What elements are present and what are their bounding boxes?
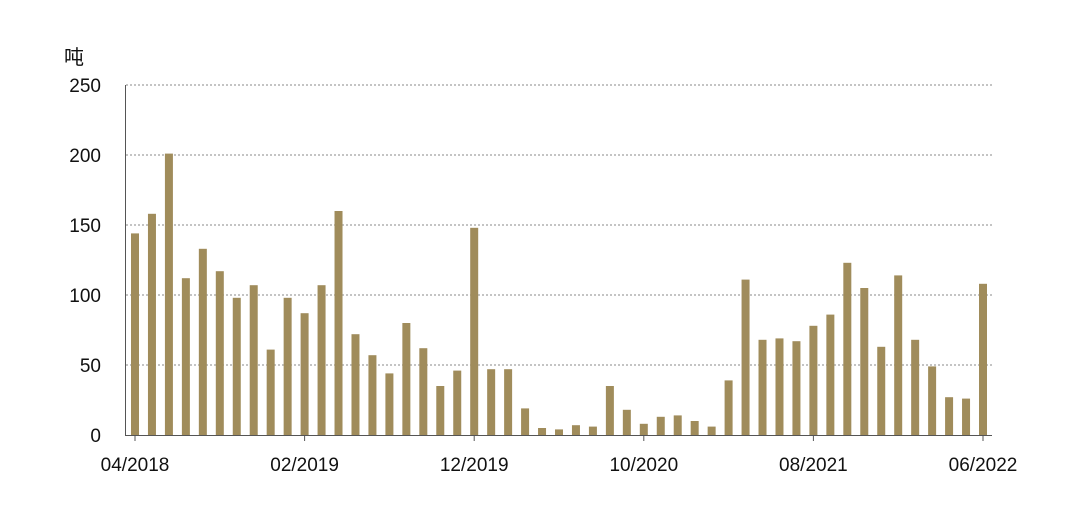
bar-12-2020 [673,415,682,435]
bar-06-2022 [979,283,987,435]
x-tick-label: 06/2022 [949,455,1018,476]
bar-02-2020 [504,369,513,435]
bars [131,153,987,435]
bar-11-2020 [656,416,665,435]
x-tick-label: 04/2018 [101,455,170,476]
x-tick-label: 10/2020 [609,455,678,476]
bar-01-2022 [894,275,903,435]
bar-07-2020 [588,426,597,435]
y-tick-labels: 0 50 100 150 200 250 [69,76,101,447]
bar-04-2021 [741,279,750,435]
bar-06-2019 [368,355,377,435]
bar-10-2018 [232,297,241,435]
bar-11-2018 [249,285,258,435]
bar-09-2020 [622,409,631,435]
bar-07-2019 [385,373,394,435]
bar-08-2019 [402,323,411,435]
bar-05-2022 [962,398,971,435]
y-tick-label: 50 [80,356,101,377]
bar-05-2021 [758,339,767,435]
y-tick-label: 200 [69,146,101,167]
bar-03-2022 [928,366,937,435]
bar-09-2021 [826,314,835,435]
y-axis-unit-label: 吨 [64,45,84,69]
bar-05-2020 [555,429,563,435]
bar-12-2018 [266,349,275,435]
bar-07-2021 [792,341,801,435]
bar-12-2021 [877,346,886,435]
bar-11-2019 [453,370,462,435]
bar-07-2018 [181,278,190,435]
bar-12-2019 [470,227,479,435]
bar-03-2021 [724,380,733,435]
bar-08-2020 [605,386,614,435]
x-tick-labels: 04/2018 02/2019 12/2019 10/2020 08/2021 06/20… [101,435,1018,476]
bar-10-2021 [843,262,852,435]
bar-04-2018 [131,233,139,435]
x-tick-label: 02/2019 [270,455,339,476]
bar-04-2019 [334,211,343,435]
bar-04-2022 [945,397,954,435]
bar-01-2019 [283,297,292,435]
bar-02-2021 [707,426,716,435]
y-tick-label: 0 [90,426,101,447]
x-tick-label: 12/2019 [440,455,509,476]
bar-02-2022 [911,339,920,435]
bar-05-2018 [147,213,156,435]
bar-03-2020 [521,408,530,435]
y-tick-label: 100 [69,286,101,307]
bar-09-2018 [215,271,224,435]
bar-11-2021 [860,288,869,435]
bar-05-2019 [351,334,360,435]
y-tick-label: 250 [69,76,101,97]
bar-03-2019 [317,285,326,435]
bar-04-2020 [538,428,547,435]
bar-09-2019 [419,348,428,435]
bar-02-2019 [300,313,309,435]
bar-01-2021 [690,421,699,435]
y-tick-label: 150 [69,216,101,237]
bar-08-2021 [809,325,818,435]
x-tick-label: 08/2021 [779,455,848,476]
bar-10-2020 [639,423,648,435]
axes [125,85,992,436]
bar-10-2019 [436,386,445,435]
bar-06-2020 [571,425,580,435]
bar-06-2021 [775,338,784,435]
bar-01-2020 [487,369,496,435]
bar-08-2018 [198,248,207,435]
bar-06-2018 [164,153,173,435]
